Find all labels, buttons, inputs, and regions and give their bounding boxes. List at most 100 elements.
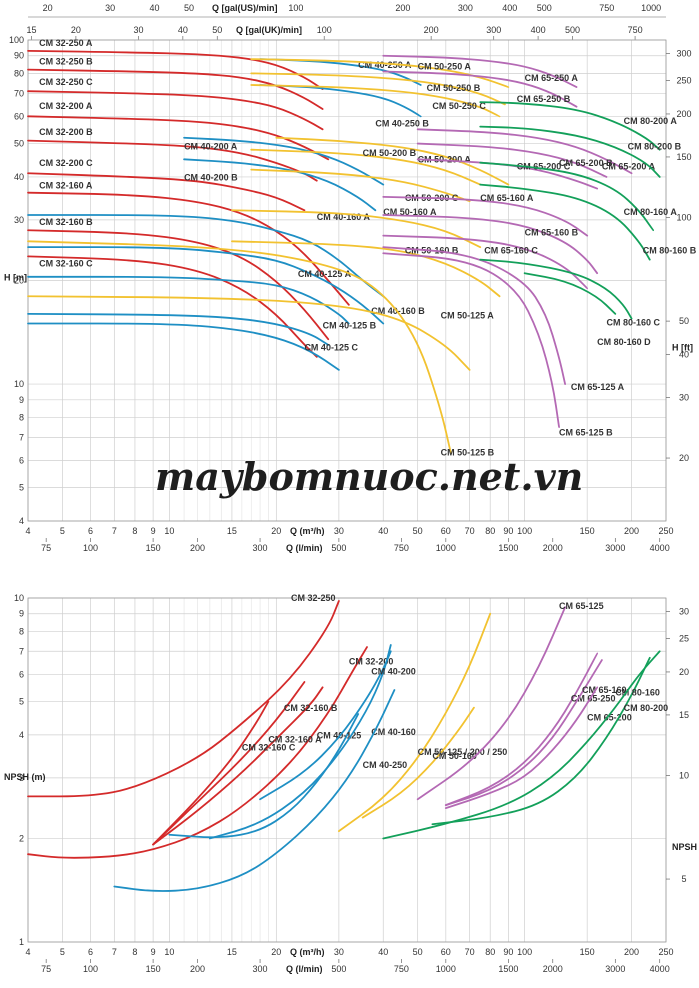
lmin-tick-label: 2000 [543,543,563,553]
series-curve [27,240,452,455]
series-curve [382,195,589,237]
uk-gal-tick-label: 40 [178,25,188,35]
series-label: CM 80-160 B [643,245,697,255]
uk-gal-tick-label: 400 [531,25,546,35]
lmin-tick-label: 75 [41,543,51,553]
series-curve [382,70,578,108]
us-gal-tick-label: 500 [537,3,552,13]
series-label: CM 65-160 A [480,193,534,203]
y2-tick-label: 20 [679,453,689,463]
y-tick-label: 4 [19,730,24,740]
m3h-tick-label: 20 [271,947,281,957]
series-label: CM 80-160 A [624,207,678,217]
y-tick-label: 4 [19,516,24,526]
series-label: CM 40-125 A [298,269,352,279]
uk-gal-tick-label: 300 [486,25,501,35]
series-label: CM 40-200 [371,666,416,676]
m3h-tick-label: 6 [88,947,93,957]
lmin-axis-label: Q (l/min) [286,543,323,553]
series-label: CM 65-160 B [525,228,579,238]
m3h-tick-label: 40 [378,526,388,536]
series-curve [416,128,633,175]
series-curve [479,161,655,232]
series-curve [479,258,633,320]
us-gal-tick-label: 40 [150,3,160,13]
series-label: CM 32-160 B [284,703,338,713]
series-curve [431,656,651,826]
lmin-tick-label: 750 [394,964,409,974]
uk-gal-tick-label: 30 [133,25,143,35]
series-curve [250,72,506,106]
m3h-tick-label: 100 [517,947,532,957]
series-label: CM 65-200 [587,713,632,723]
series-curve [250,168,471,203]
lmin-tick-label: 150 [146,543,161,553]
m3h-tick-label: 4 [25,526,30,536]
m3h-tick-label: 4 [25,947,30,957]
series-curve [416,142,608,178]
series-label: CM 50-250 B [427,83,481,93]
series-curve [27,90,324,131]
series-curve [382,252,560,428]
y-tick-label: 40 [14,172,24,182]
lmin-tick-label: 1000 [436,543,456,553]
series-curve [361,706,475,819]
series-label: CM 32-160 A [268,735,322,745]
y-tick-label: 6 [19,455,24,465]
series-label: CM 32-200 [349,657,394,667]
series-label: CM 32-250 B [39,56,93,66]
y-tick-label: 8 [19,412,24,422]
y-tick-label: 5 [19,483,24,493]
y-tick-label: 2 [19,833,24,843]
series-label: CM 40-200 A [184,142,238,152]
series-curve [523,272,617,315]
us-gal-tick-label: 50 [184,3,194,13]
lmin-tick-label: 100 [83,543,98,553]
series-curve [152,686,324,846]
y2-axis-label: H [ft] [672,343,693,353]
lmin-tick-label: 1500 [498,543,518,553]
series-label: CM 50-200 B [363,148,417,158]
series-curve [382,214,599,275]
lmin-tick-label: 3000 [605,543,625,553]
m3h-tick-label: 60 [441,526,451,536]
m3h-tick-label: 30 [334,947,344,957]
m3h-tick-label: 15 [227,526,237,536]
uk-gal-tick-label: 500 [565,25,580,35]
lmin-tick-label: 75 [41,964,51,974]
series-label: CM 32-160 B [39,217,93,227]
series-curve [479,183,651,261]
uk-gal-tick-label: 20 [71,25,81,35]
us-gal-axis-label: Q [gal(US)/min] [212,3,278,13]
m3h-axis-label: Q (m³/h) [290,526,325,536]
y2-tick-label: 15 [679,710,689,720]
y2-axis-label: NPSH (ft) [672,842,699,852]
lmin-tick-label: 750 [394,543,409,553]
us-gal-tick-label: 100 [288,3,303,13]
y-tick-label: 30 [14,215,24,225]
series-curve [27,139,318,182]
y-tick-label: 90 [14,51,24,61]
series-curve [152,700,270,846]
m3h-tick-label: 5 [60,526,65,536]
series-curve [250,148,482,186]
series-curve [444,659,603,807]
lmin-axis-label: Q (l/min) [286,964,323,974]
series-label: CM 65-200 C [517,162,571,172]
y-tick-label: 10 [14,379,24,389]
series-label: CM 80-160 D [597,337,651,347]
m3h-tick-label: 100 [517,526,532,536]
uk-gal-tick-label: 200 [424,25,439,35]
flow-axis-bottom: 4 5 6 7 8 9 10 15 20 30 40 50 60 70 80 90 100 150 200 250 75… [25,947,673,974]
series-label: CM 32-160 A [39,181,93,191]
plot-frame [27,597,667,943]
lmin-tick-label: 4000 [650,964,670,974]
lmin-tick-label: 500 [331,543,346,553]
series-label: CM 40-160 B [371,306,425,316]
lmin-tick-label: 200 [190,543,205,553]
series-label: CM 40-200 B [184,173,238,183]
m3h-tick-label: 50 [413,947,423,957]
m3h-tick-label: 7 [112,526,117,536]
m3h-tick-label: 10 [164,526,174,536]
